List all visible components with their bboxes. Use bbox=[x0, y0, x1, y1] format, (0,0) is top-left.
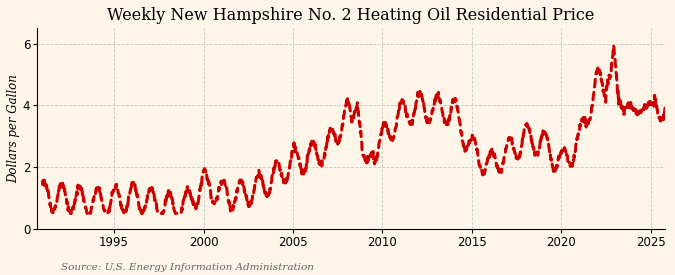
Text: Source: U.S. Energy Information Administration: Source: U.S. Energy Information Administ… bbox=[61, 263, 314, 272]
Title: Weekly New Hampshire No. 2 Heating Oil Residential Price: Weekly New Hampshire No. 2 Heating Oil R… bbox=[107, 7, 595, 24]
Y-axis label: Dollars per Gallon: Dollars per Gallon bbox=[7, 74, 20, 183]
